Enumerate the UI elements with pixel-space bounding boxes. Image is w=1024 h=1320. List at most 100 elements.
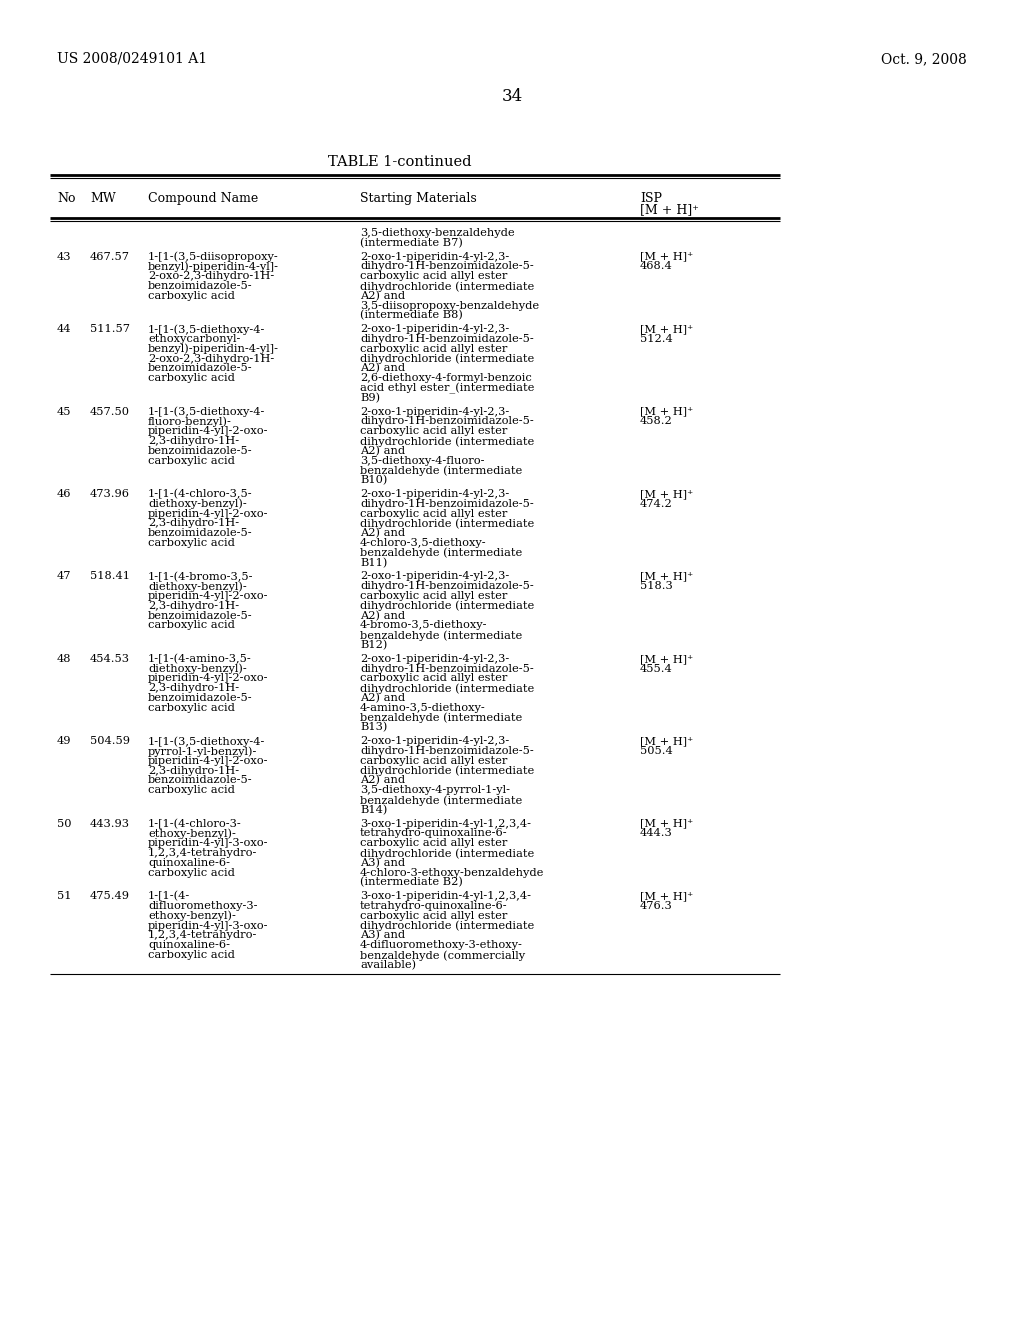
Text: [M + H]⁺: [M + H]⁺: [640, 488, 693, 499]
Text: carboxylic acid: carboxylic acid: [148, 620, 234, 631]
Text: 1-[1-(3,5-diethoxy-4-: 1-[1-(3,5-diethoxy-4-: [148, 325, 265, 335]
Text: Compound Name: Compound Name: [148, 191, 258, 205]
Text: benzoimidazole-5-: benzoimidazole-5-: [148, 281, 253, 290]
Text: benzaldehyde (intermediate: benzaldehyde (intermediate: [360, 795, 522, 805]
Text: dihydro-1H-benzoimidazole-5-: dihydro-1H-benzoimidazole-5-: [360, 334, 534, 345]
Text: dihydrochloride (intermediate: dihydrochloride (intermediate: [360, 766, 535, 776]
Text: 2-oxo-1-piperidin-4-yl-2,3-: 2-oxo-1-piperidin-4-yl-2,3-: [360, 737, 509, 746]
Text: benzyl)-piperidin-4-yl]-: benzyl)-piperidin-4-yl]-: [148, 261, 279, 272]
Text: 443.93: 443.93: [90, 818, 130, 829]
Text: 2,6-diethoxy-4-formyl-benzoic: 2,6-diethoxy-4-formyl-benzoic: [360, 374, 531, 383]
Text: dihydro-1H-benzoimidazole-5-: dihydro-1H-benzoimidazole-5-: [360, 416, 534, 426]
Text: 1-[1-(3,5-diethoxy-4-: 1-[1-(3,5-diethoxy-4-: [148, 737, 265, 747]
Text: carboxylic acid allyl ester: carboxylic acid allyl ester: [360, 426, 507, 436]
Text: 50: 50: [57, 818, 72, 829]
Text: acid ethyl ester_(intermediate: acid ethyl ester_(intermediate: [360, 383, 535, 395]
Text: 468.4: 468.4: [640, 261, 673, 272]
Text: piperidin-4-yl]-2-oxo-: piperidin-4-yl]-2-oxo-: [148, 426, 268, 436]
Text: A3) and: A3) and: [360, 931, 406, 941]
Text: dihydrochloride (intermediate: dihydrochloride (intermediate: [360, 354, 535, 364]
Text: B10): B10): [360, 475, 387, 486]
Text: 2,3-dihydro-1H-: 2,3-dihydro-1H-: [148, 766, 240, 776]
Text: dihydrochloride (intermediate: dihydrochloride (intermediate: [360, 519, 535, 529]
Text: 1-[1-(4-bromo-3,5-: 1-[1-(4-bromo-3,5-: [148, 572, 254, 582]
Text: dihydro-1H-benzoimidazole-5-: dihydro-1H-benzoimidazole-5-: [360, 499, 534, 508]
Text: 473.96: 473.96: [90, 488, 130, 499]
Text: carboxylic acid: carboxylic acid: [148, 867, 234, 878]
Text: benzoimidazole-5-: benzoimidazole-5-: [148, 363, 253, 374]
Text: 3-oxo-1-piperidin-4-yl-1,2,3,4-: 3-oxo-1-piperidin-4-yl-1,2,3,4-: [360, 818, 531, 829]
Text: 476.3: 476.3: [640, 902, 673, 911]
Text: (intermediate B2): (intermediate B2): [360, 878, 463, 888]
Text: 1-[1-(4-amino-3,5-: 1-[1-(4-amino-3,5-: [148, 653, 252, 664]
Text: 2-oxo-1-piperidin-4-yl-2,3-: 2-oxo-1-piperidin-4-yl-2,3-: [360, 325, 509, 334]
Text: ISP: ISP: [640, 191, 662, 205]
Text: 2,3-dihydro-1H-: 2,3-dihydro-1H-: [148, 436, 240, 446]
Text: 3-oxo-1-piperidin-4-yl-1,2,3,4-: 3-oxo-1-piperidin-4-yl-1,2,3,4-: [360, 891, 531, 902]
Text: 467.57: 467.57: [90, 252, 130, 261]
Text: carboxylic acid: carboxylic acid: [148, 785, 234, 795]
Text: piperidin-4-yl]-3-oxo-: piperidin-4-yl]-3-oxo-: [148, 838, 268, 849]
Text: A3) and: A3) and: [360, 858, 406, 869]
Text: piperidin-4-yl]-2-oxo-: piperidin-4-yl]-2-oxo-: [148, 756, 268, 766]
Text: A2) and: A2) and: [360, 693, 406, 704]
Text: diethoxy-benzyl)-: diethoxy-benzyl)-: [148, 664, 247, 675]
Text: difluoromethoxy-3-: difluoromethoxy-3-: [148, 902, 257, 911]
Text: benzoimidazole-5-: benzoimidazole-5-: [148, 611, 253, 620]
Text: 1,2,3,4-tetrahydro-: 1,2,3,4-tetrahydro-: [148, 847, 257, 858]
Text: piperidin-4-yl]-2-oxo-: piperidin-4-yl]-2-oxo-: [148, 508, 268, 519]
Text: 512.4: 512.4: [640, 334, 673, 345]
Text: ethoxy-benzyl)-: ethoxy-benzyl)-: [148, 911, 236, 921]
Text: 2,3-dihydro-1H-: 2,3-dihydro-1H-: [148, 519, 240, 528]
Text: dihydrochloride (intermediate: dihydrochloride (intermediate: [360, 281, 535, 292]
Text: 2-oxo-1-piperidin-4-yl-2,3-: 2-oxo-1-piperidin-4-yl-2,3-: [360, 407, 509, 417]
Text: pyrrol-1-yl-benzyl)-: pyrrol-1-yl-benzyl)-: [148, 746, 257, 756]
Text: carboxylic acid: carboxylic acid: [148, 950, 234, 960]
Text: 3,5-diethoxy-4-pyrrol-1-yl-: 3,5-diethoxy-4-pyrrol-1-yl-: [360, 785, 510, 795]
Text: dihydro-1H-benzoimidazole-5-: dihydro-1H-benzoimidazole-5-: [360, 581, 534, 591]
Text: dihydrochloride (intermediate: dihydrochloride (intermediate: [360, 920, 535, 931]
Text: 2-oxo-2,3-dihydro-1H-: 2-oxo-2,3-dihydro-1H-: [148, 271, 274, 281]
Text: [M + H]⁺: [M + H]⁺: [640, 203, 698, 216]
Text: A2) and: A2) and: [360, 775, 406, 785]
Text: 49: 49: [57, 737, 72, 746]
Text: B13): B13): [360, 722, 387, 733]
Text: 4-difluoromethoxy-3-ethoxy-: 4-difluoromethoxy-3-ethoxy-: [360, 940, 523, 950]
Text: dihydrochloride (intermediate: dihydrochloride (intermediate: [360, 436, 535, 446]
Text: 4-bromo-3,5-diethoxy-: 4-bromo-3,5-diethoxy-: [360, 620, 487, 631]
Text: 2,3-dihydro-1H-: 2,3-dihydro-1H-: [148, 601, 240, 611]
Text: [M + H]⁺: [M + H]⁺: [640, 818, 693, 829]
Text: [M + H]⁺: [M + H]⁺: [640, 572, 693, 581]
Text: 1,2,3,4-tetrahydro-: 1,2,3,4-tetrahydro-: [148, 931, 257, 940]
Text: dihydrochloride (intermediate: dihydrochloride (intermediate: [360, 847, 535, 858]
Text: 1-[1-(3,5-diisopropoxy-: 1-[1-(3,5-diisopropoxy-: [148, 252, 279, 263]
Text: 4-amino-3,5-diethoxy-: 4-amino-3,5-diethoxy-: [360, 702, 485, 713]
Text: carboxylic acid allyl ester: carboxylic acid allyl ester: [360, 911, 507, 921]
Text: A2) and: A2) and: [360, 363, 406, 374]
Text: 1-[1-(4-chloro-3-: 1-[1-(4-chloro-3-: [148, 818, 242, 829]
Text: 1-[1-(4-: 1-[1-(4-: [148, 891, 190, 902]
Text: Oct. 9, 2008: Oct. 9, 2008: [882, 51, 967, 66]
Text: carboxylic acid allyl ester: carboxylic acid allyl ester: [360, 591, 507, 601]
Text: piperidin-4-yl]-3-oxo-: piperidin-4-yl]-3-oxo-: [148, 920, 268, 931]
Text: 48: 48: [57, 653, 72, 664]
Text: 46: 46: [57, 488, 72, 499]
Text: carboxylic acid: carboxylic acid: [148, 539, 234, 548]
Text: 4-chloro-3,5-diethoxy-: 4-chloro-3,5-diethoxy-: [360, 539, 486, 548]
Text: 458.2: 458.2: [640, 416, 673, 426]
Text: benzoimidazole-5-: benzoimidazole-5-: [148, 775, 253, 785]
Text: carboxylic acid allyl ester: carboxylic acid allyl ester: [360, 271, 507, 281]
Text: 1-[1-(4-chloro-3,5-: 1-[1-(4-chloro-3,5-: [148, 488, 253, 499]
Text: dihydrochloride (intermediate: dihydrochloride (intermediate: [360, 684, 535, 694]
Text: 3,5-diethoxy-benzaldehyde: 3,5-diethoxy-benzaldehyde: [360, 228, 515, 238]
Text: carboxylic acid: carboxylic acid: [148, 374, 234, 383]
Text: tetrahydro-quinoxaline-6-: tetrahydro-quinoxaline-6-: [360, 902, 508, 911]
Text: 2-oxo-2,3-dihydro-1H-: 2-oxo-2,3-dihydro-1H-: [148, 354, 274, 363]
Text: 2-oxo-1-piperidin-4-yl-2,3-: 2-oxo-1-piperidin-4-yl-2,3-: [360, 572, 509, 581]
Text: benzaldehyde (intermediate: benzaldehyde (intermediate: [360, 466, 522, 477]
Text: 518.3: 518.3: [640, 581, 673, 591]
Text: 2,3-dihydro-1H-: 2,3-dihydro-1H-: [148, 684, 240, 693]
Text: No: No: [57, 191, 76, 205]
Text: benzoimidazole-5-: benzoimidazole-5-: [148, 528, 253, 539]
Text: benzoimidazole-5-: benzoimidazole-5-: [148, 693, 253, 704]
